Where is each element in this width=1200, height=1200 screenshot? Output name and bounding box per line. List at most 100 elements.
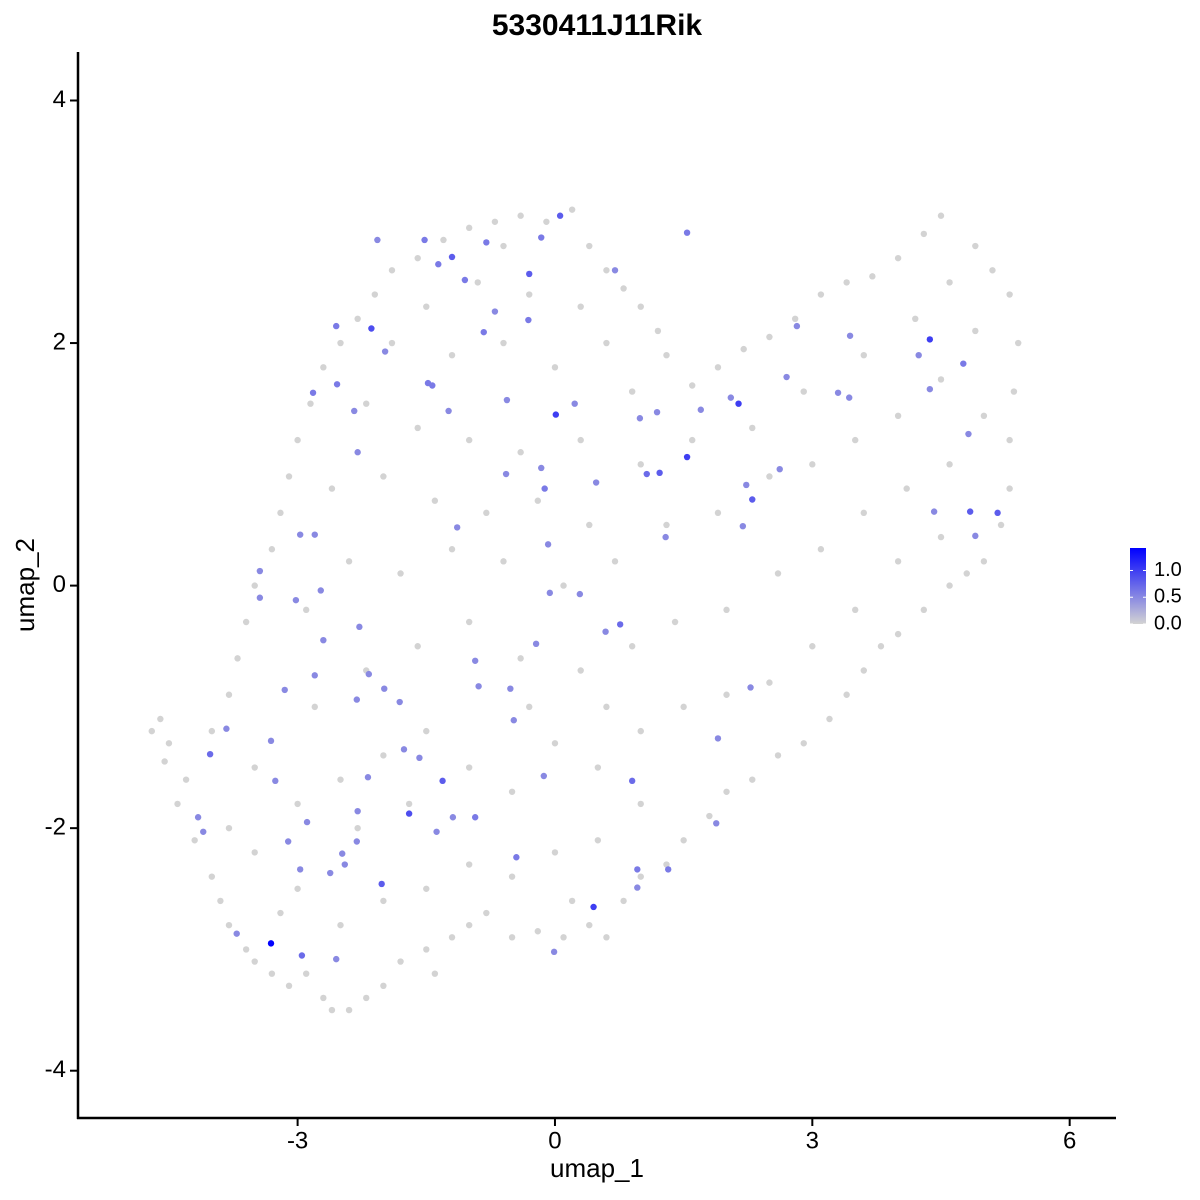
point (551, 849, 559, 856)
point (568, 897, 576, 905)
point (926, 385, 934, 393)
point (774, 752, 782, 759)
point (268, 970, 276, 977)
point (834, 389, 842, 396)
point (546, 589, 554, 597)
point (449, 814, 457, 821)
point (465, 436, 473, 444)
point (296, 866, 304, 873)
point (303, 818, 311, 826)
point (363, 994, 370, 1002)
point (586, 921, 593, 929)
point (500, 242, 507, 250)
point (551, 364, 559, 371)
point (965, 430, 972, 438)
point (525, 316, 532, 324)
y-tick-label: -2 (45, 813, 66, 840)
point (774, 570, 782, 577)
point (620, 897, 627, 905)
point (620, 285, 627, 292)
point (586, 521, 593, 529)
point (526, 270, 533, 278)
point (371, 291, 379, 298)
point (540, 772, 548, 780)
point (475, 683, 482, 690)
point (628, 388, 636, 395)
point (440, 236, 447, 244)
point (654, 327, 662, 335)
point (634, 884, 641, 891)
point (405, 810, 413, 817)
point (448, 546, 456, 553)
point (532, 640, 540, 648)
point (860, 509, 867, 517)
point (431, 497, 439, 504)
point (577, 303, 584, 310)
point (776, 465, 783, 473)
point (534, 497, 542, 504)
point (611, 558, 619, 565)
point (242, 946, 250, 953)
point (800, 740, 807, 747)
point (749, 776, 756, 783)
point (809, 461, 816, 468)
point (723, 691, 730, 698)
point (560, 582, 567, 589)
point (416, 754, 423, 762)
point (526, 703, 533, 711)
point (298, 952, 306, 959)
point (200, 828, 207, 835)
x-tick-label: -3 (287, 1127, 308, 1154)
points (148, 206, 1022, 1014)
point (526, 291, 533, 298)
point (491, 308, 499, 315)
point (302, 606, 310, 614)
point (766, 679, 773, 686)
colorbar-tick-label: 0.5 (1154, 586, 1182, 608)
point (292, 596, 300, 604)
point (723, 606, 730, 614)
point (256, 567, 264, 575)
point (508, 873, 516, 880)
point (368, 325, 375, 332)
point (937, 212, 945, 219)
point (465, 618, 473, 626)
point (723, 788, 730, 795)
point (294, 885, 301, 892)
point (337, 921, 344, 929)
point (846, 332, 854, 339)
point (603, 934, 610, 941)
point (603, 703, 610, 711)
point (354, 449, 361, 456)
point (603, 339, 610, 347)
point (333, 322, 340, 330)
point (503, 396, 511, 404)
point (234, 655, 241, 662)
x-axis-label: umap_1 (550, 1153, 644, 1183)
point (972, 242, 979, 250)
point (225, 824, 233, 832)
point (915, 351, 922, 359)
point (766, 473, 773, 480)
point (471, 814, 479, 821)
point (251, 958, 258, 965)
point (423, 727, 430, 735)
point (1006, 485, 1013, 492)
point (480, 328, 487, 336)
point (930, 508, 938, 515)
point (817, 291, 825, 298)
point (507, 685, 514, 692)
point (311, 531, 318, 538)
point (912, 315, 919, 323)
point (603, 267, 610, 274)
point (860, 667, 867, 674)
point (980, 558, 988, 565)
point (208, 873, 216, 880)
point (543, 218, 550, 225)
point (793, 322, 801, 330)
point (380, 473, 387, 480)
point (435, 261, 442, 268)
point (165, 740, 173, 747)
point (439, 777, 446, 785)
point (544, 541, 552, 548)
